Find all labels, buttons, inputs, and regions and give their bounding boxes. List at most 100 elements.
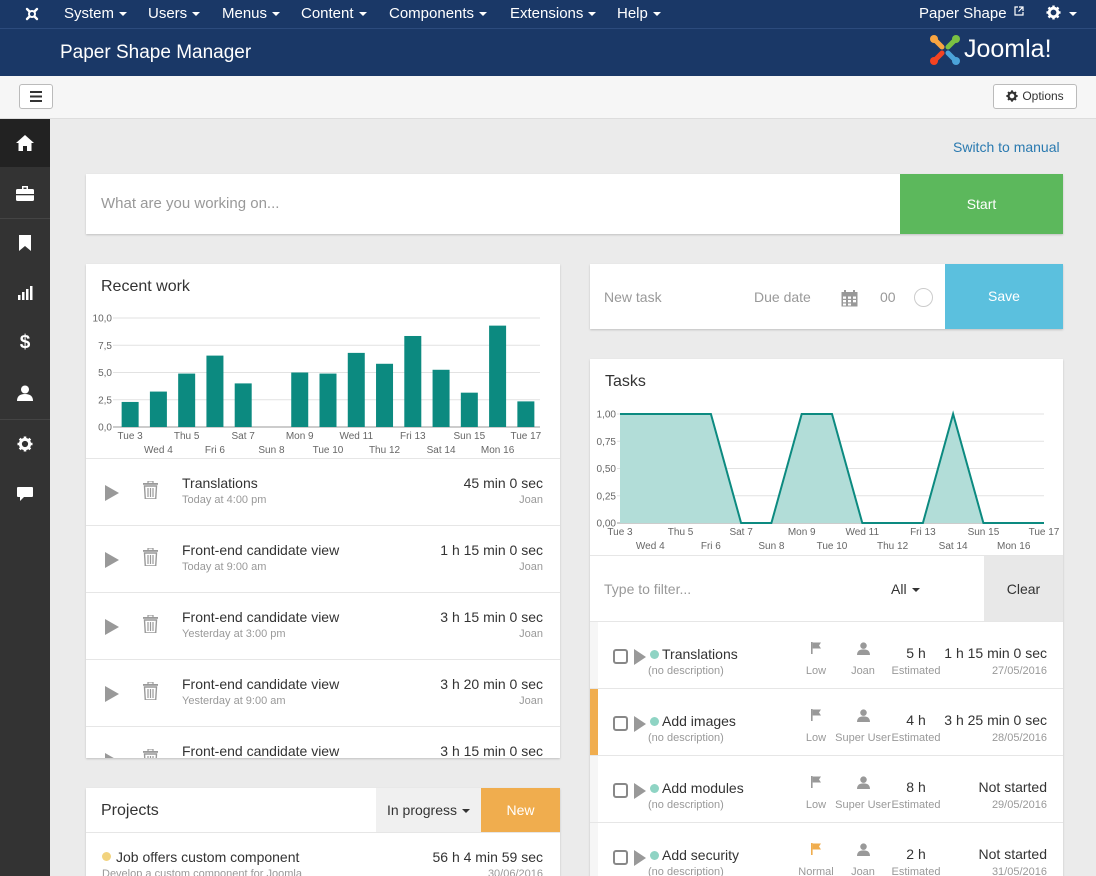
top-menu-bar: System Users Menus Content Components Ex… [0, 0, 1096, 28]
list-item[interactable]: Translations Today at 4:00 pm 45 min 0 sec… [86, 458, 560, 525]
menu-components[interactable]: Components [389, 0, 488, 28]
task-description-input[interactable]: What are you working on... [101, 195, 280, 212]
task-priority[interactable]: Normal [796, 843, 836, 876]
task-checkbox[interactable] [613, 783, 628, 798]
sidebar-item-reports[interactable] [0, 269, 50, 317]
home-icon [16, 135, 34, 151]
task-priority[interactable]: Low [796, 642, 836, 677]
page-header: Paper Shape Manager Joomla! [0, 28, 1096, 76]
work-title: Front-end candidate view [182, 609, 340, 625]
task-checkbox[interactable] [613, 649, 628, 664]
play-icon[interactable] [105, 686, 119, 702]
joomla-icon[interactable] [22, 0, 42, 28]
sidebar-item-messages[interactable] [0, 470, 50, 518]
project-status-filter[interactable]: In progress [376, 788, 481, 832]
play-icon[interactable] [634, 783, 646, 799]
hours-input[interactable]: 00 [880, 289, 896, 305]
x-tick-label: Sun 8 [758, 541, 785, 552]
due-date-input[interactable]: Due date [754, 289, 811, 305]
trash-icon[interactable] [143, 481, 158, 499]
x-tick-label: Tue 10 [313, 445, 344, 456]
settings-dropdown[interactable] [1046, 0, 1077, 28]
task-priority[interactable]: Low [796, 776, 836, 811]
chart-bar [178, 373, 196, 427]
user-icon [856, 709, 870, 725]
task-row[interactable]: Add modules (no description) Low Super User… [590, 755, 1063, 823]
sidebar-toggle-button[interactable] [19, 84, 53, 109]
clear-filter-button[interactable]: Clear [984, 556, 1063, 622]
chart-bar [347, 352, 365, 427]
trash-icon[interactable] [143, 749, 158, 758]
task-assignee[interactable]: Joan [832, 843, 894, 876]
list-item[interactable]: Front-end candidate view 3 h 15 min 0 sec [86, 726, 560, 758]
work-user: Joan [519, 628, 543, 640]
list-item[interactable]: Front-end candidate view Yesterday at 3:0… [86, 592, 560, 659]
x-tick-label: Thu 5 [668, 527, 694, 538]
switch-to-manual-link[interactable]: Switch to manual [953, 139, 1060, 155]
x-tick-label: Tue 3 [118, 431, 144, 442]
sidebar-item-billing[interactable]: $ [0, 319, 50, 367]
task-row[interactable]: Add security (no description) Normal Joan 2 … [590, 822, 1063, 876]
task-assignee[interactable]: Joan [832, 642, 894, 677]
menu-help[interactable]: Help [617, 0, 661, 28]
menu-menus[interactable]: Menus [222, 0, 281, 28]
work-title: Front-end candidate view [182, 542, 340, 558]
play-icon[interactable] [105, 619, 119, 635]
sidebar-item-users[interactable] [0, 369, 50, 417]
list-item[interactable]: Front-end candidate view Yesterday at 9:0… [86, 659, 560, 726]
calendar-icon[interactable] [841, 290, 858, 307]
play-icon[interactable] [105, 485, 119, 501]
play-icon[interactable] [105, 552, 119, 568]
task-checkbox[interactable] [613, 850, 628, 865]
sidebar-item-bookmarks[interactable] [0, 219, 50, 267]
x-tick-label: Thu 12 [877, 541, 909, 552]
status-dot [650, 650, 659, 659]
task-assignee[interactable]: Super User [832, 776, 894, 811]
task-row[interactable]: Translations (no description) Low Joan 5 h Es… [590, 621, 1063, 689]
new-project-button[interactable]: New [481, 788, 560, 832]
x-tick-label: Wed 11 [846, 527, 880, 538]
start-button[interactable]: Start [900, 174, 1063, 234]
list-item[interactable]: Front-end candidate view Today at 9:00 am… [86, 525, 560, 592]
task-filter-select[interactable]: All [891, 581, 920, 597]
work-duration: 1 h 15 min 0 sec [440, 542, 543, 558]
save-task-button[interactable]: Save [945, 264, 1063, 329]
task-priority[interactable]: Low [796, 709, 836, 744]
task-assignee[interactable]: Super User [832, 709, 894, 744]
sidebar-item-home[interactable] [0, 119, 50, 167]
trash-icon[interactable] [143, 615, 158, 633]
page-title: Paper Shape Manager [60, 42, 252, 63]
task-estimate: 4 h [906, 712, 926, 728]
work-duration: 3 h 15 min 0 sec [440, 743, 543, 758]
trash-icon[interactable] [143, 548, 158, 566]
x-tick-label: Sat 7 [729, 527, 753, 538]
chart-bar [489, 325, 507, 427]
x-tick-label: Thu 5 [174, 431, 200, 442]
play-icon[interactable] [634, 716, 646, 732]
sidebar-item-projects[interactable] [0, 169, 50, 217]
play-icon[interactable] [634, 850, 646, 866]
site-link[interactable]: Paper Shape [919, 0, 1024, 28]
menu-extensions[interactable]: Extensions [510, 0, 597, 28]
task-checkbox[interactable] [613, 716, 628, 731]
chart-bar [460, 392, 478, 427]
task-filter-input[interactable]: Type to filter... [604, 581, 692, 597]
menu-users[interactable]: Users [148, 0, 201, 28]
x-tick-label: Fri 6 [701, 541, 721, 552]
bookmark-icon [19, 235, 31, 251]
new-task-input[interactable]: New task [604, 289, 662, 305]
y-tick-label: 7,5 [98, 341, 112, 352]
task-row[interactable]: Add images (no description) Low Super User 4… [590, 688, 1063, 756]
menu-system[interactable]: System [64, 0, 128, 28]
x-tick-label: Tue 17 [1029, 527, 1060, 538]
trash-icon[interactable] [143, 682, 158, 700]
color-picker[interactable] [914, 288, 933, 307]
play-icon[interactable] [634, 649, 646, 665]
sidebar-item-settings[interactable] [0, 420, 50, 468]
options-button[interactable]: Options [993, 84, 1077, 109]
play-icon[interactable] [105, 753, 119, 758]
status-dot [102, 852, 111, 861]
menu-content[interactable]: Content [301, 0, 367, 28]
